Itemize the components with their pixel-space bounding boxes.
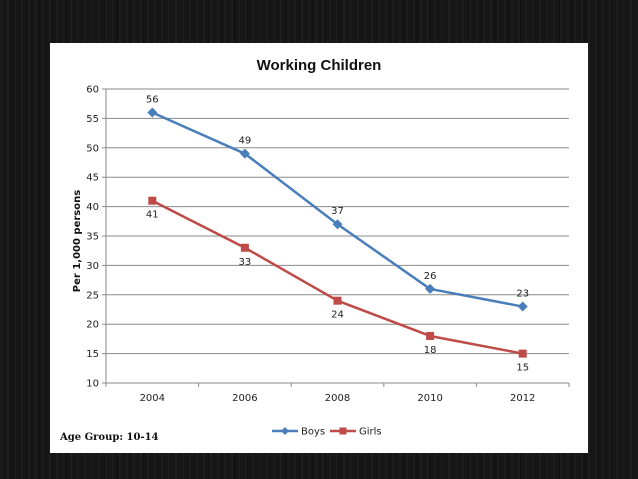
y-axis-title: Per 1,000 persons: [72, 190, 83, 292]
data-label: 24: [331, 310, 344, 321]
y-tick-label: 55: [86, 114, 99, 125]
data-point: [517, 301, 528, 312]
chart-panel: Working Children 10 15 20 25 30 35 40 45 50 55 60 …: [50, 43, 588, 453]
legend-label: Girls: [359, 427, 382, 438]
series-layer: 56 49 37 26 23 41 33 24 18 15: [146, 95, 529, 374]
data-label: 41: [146, 210, 159, 221]
data-label: 37: [331, 206, 344, 217]
legend-item-girls: Girls: [330, 427, 382, 438]
y-tick-label: 50: [86, 143, 99, 154]
legend-item-boys: Boys: [272, 427, 325, 438]
axes: [102, 88, 570, 387]
data-point: [425, 283, 436, 294]
x-tick-label: 2004: [140, 393, 165, 404]
data-point: [333, 296, 342, 305]
x-tick-label: 2012: [510, 393, 535, 404]
y-tick-label: 20: [86, 320, 99, 331]
y-tick-label: 35: [86, 232, 99, 243]
data-label: 18: [424, 345, 437, 356]
data-point: [332, 219, 343, 230]
y-tick-label: 25: [86, 290, 99, 301]
data-point: [148, 196, 157, 205]
y-tick-label: 40: [86, 202, 99, 213]
legend-marker: [281, 427, 289, 435]
y-tick-label: 45: [86, 173, 99, 184]
legend-label: Boys: [301, 427, 325, 438]
y-tick-label: 30: [86, 261, 99, 272]
y-tick-label: 60: [86, 85, 99, 96]
data-label: 15: [516, 363, 529, 374]
x-tick-labels: 2004 2006 2008 2010 2012: [140, 393, 536, 404]
data-point: [518, 349, 527, 358]
data-point: [240, 243, 249, 252]
data-label: 33: [239, 257, 252, 268]
x-tick-label: 2008: [325, 393, 350, 404]
series-boys: 56 49 37 26 23: [146, 95, 529, 312]
gridlines: [106, 88, 569, 384]
y-tick-label: 10: [86, 379, 99, 390]
x-tick-label: 2006: [232, 393, 257, 404]
y-tick-labels: 10 15 20 25 30 35 40 45 50 55 60: [86, 85, 99, 390]
series-girls: 41 33 24 18 15: [146, 196, 529, 374]
y-tick-label: 15: [86, 349, 99, 360]
data-point: [239, 148, 250, 159]
age-group-note: Age Group: 10-14: [59, 432, 159, 443]
data-point: [426, 331, 435, 340]
data-point: [147, 107, 158, 118]
data-label: 49: [239, 136, 252, 147]
data-label: 56: [146, 95, 159, 106]
data-label: 26: [424, 271, 437, 282]
legend-marker: [339, 427, 347, 435]
x-tick-label: 2010: [417, 393, 442, 404]
chart-title: Working Children: [257, 57, 382, 74]
line-chart: Working Children 1015202530354045505560 …: [59, 57, 570, 443]
legend: Boys Girls: [272, 427, 382, 438]
data-label: 23: [516, 289, 529, 300]
